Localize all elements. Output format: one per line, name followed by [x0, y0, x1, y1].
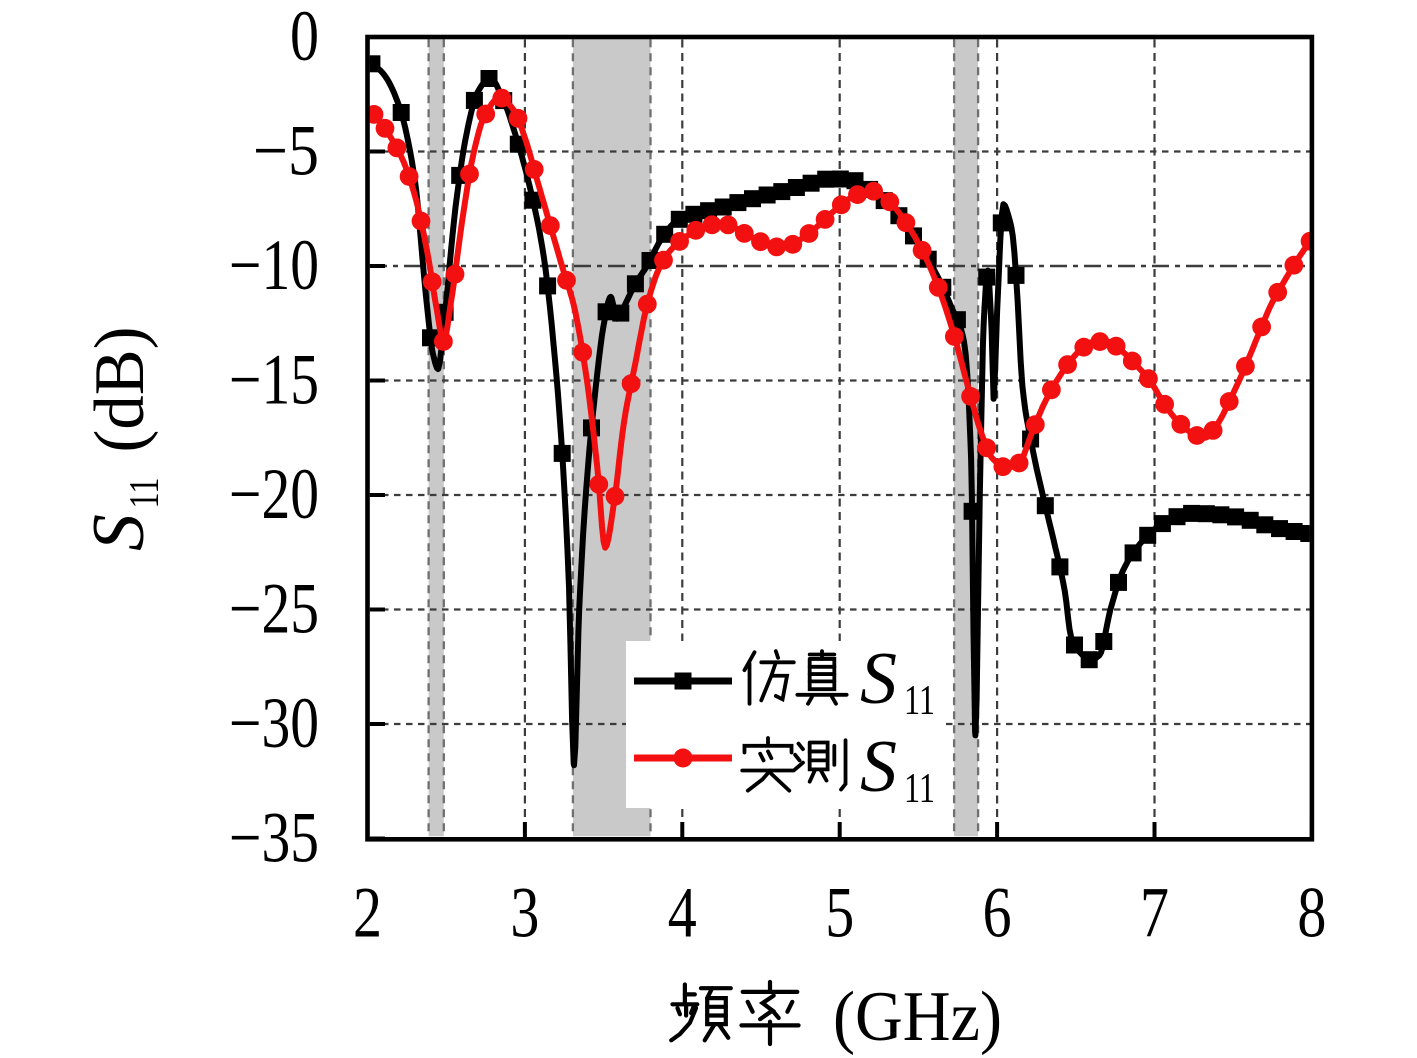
svg-text:S: S	[860, 726, 897, 808]
svg-text:S: S	[860, 638, 897, 720]
svg-text:−25: −25	[229, 569, 319, 649]
svg-text:7: 7	[1140, 873, 1169, 953]
svg-text:6: 6	[983, 873, 1012, 953]
svg-text:−5: −5	[253, 111, 319, 191]
svg-text:3: 3	[510, 873, 539, 953]
svg-text:4: 4	[668, 873, 697, 953]
svg-text:11: 11	[904, 678, 935, 724]
svg-text:−20: −20	[229, 454, 319, 534]
svg-text:−30: −30	[229, 683, 319, 763]
svg-text:−15: −15	[229, 340, 319, 420]
svg-text:S: S	[78, 514, 160, 551]
svg-text:8: 8	[1297, 873, 1326, 953]
svg-text:(dB): (dB)	[81, 327, 159, 453]
svg-text:5: 5	[825, 873, 854, 953]
svg-text:0: 0	[290, 0, 319, 76]
svg-text:−10: −10	[229, 225, 319, 305]
svg-text:2: 2	[353, 873, 382, 953]
svg-text:11: 11	[904, 766, 935, 812]
svg-text:(GHz): (GHz)	[833, 978, 1002, 1056]
svg-text:11: 11	[122, 478, 168, 509]
svg-text:−35: −35	[229, 798, 319, 878]
